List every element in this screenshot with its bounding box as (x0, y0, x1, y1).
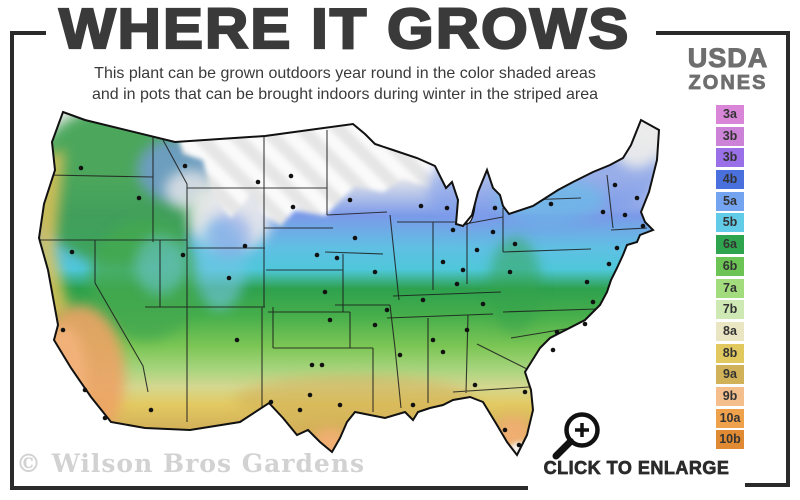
frame-bottom-right-segment (745, 483, 790, 487)
legend-title: USDA ZONES (672, 43, 784, 95)
page-title: WHERE IT GROWS (58, 0, 631, 62)
zone-swatch-8: 7a (716, 278, 744, 298)
us-zone-map[interactable] (25, 100, 670, 485)
subtitle-line-1: This plant can be grown outdoors year ro… (94, 65, 596, 82)
zone-swatch-13: 9b (716, 386, 744, 406)
zone-swatch-2: 3b (716, 148, 744, 168)
us-zone-map-svg (38, 111, 660, 456)
state-borders (39, 112, 648, 422)
zone-swatch-7: 6b (716, 256, 744, 276)
zone-swatch-15: 10b (716, 430, 744, 450)
zone-swatch-6: 6a (716, 235, 744, 255)
zone-swatch-9: 7b (716, 300, 744, 320)
zone-swatch-1: 3b (716, 126, 744, 146)
zone-swatch-3: 4b (716, 170, 744, 190)
striped-area (175, 122, 435, 226)
frame-top-right-segment (656, 31, 790, 35)
zone-swatch-5: 5b (716, 213, 744, 233)
legend-title-zones: ZONES (688, 72, 768, 95)
subtitle-line-2: and in pots that can be brought indoors … (91, 86, 599, 103)
city-dots (60, 163, 646, 448)
zone-swatch-4: 5a (716, 191, 744, 211)
zone-swatch-10: 8a (716, 321, 744, 341)
magnifier-zoom-icon (552, 412, 600, 460)
frame-left-border (10, 31, 14, 490)
watermark: © Wilson Bros Gardens (16, 449, 366, 478)
lake-michigan (461, 169, 477, 225)
zone-swatch-0: 3a (716, 105, 744, 124)
click-to-enlarge-label[interactable]: CLICK TO ENLARGE (543, 458, 730, 479)
frame-bottom-left-border (10, 486, 528, 490)
zone-swatch-list: 3a 3b 3b 4b 5a 5b 6a 6b 7a 7b 8a 8b 9a 9b 10a 10b (716, 105, 744, 452)
frame-right-border (786, 31, 790, 487)
zone-swatch-11: 8b (716, 343, 744, 363)
legend-title-usda: USDA (687, 43, 769, 73)
click-to-enlarge-control[interactable]: CLICK TO ENLARGE (534, 398, 739, 482)
zone-swatch-12: 9a (716, 365, 744, 385)
zone-swatch-14: 10a (716, 408, 744, 428)
frame-top-left-segment (10, 31, 46, 35)
